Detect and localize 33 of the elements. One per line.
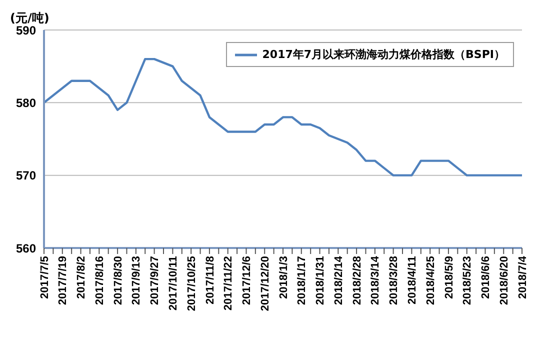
x-tick-label: 2017/11/22: [222, 256, 235, 310]
x-tick-label: 2017/8/2: [76, 256, 88, 299]
x-tick-label: 2017/12/20: [259, 256, 272, 312]
x-tick-label: 2017/11/8: [204, 256, 216, 304]
x-tick-label: 2018/6/20: [498, 256, 510, 305]
x-tick-label: 2017/9/27: [149, 256, 162, 305]
x-tick-label: 2018/2/28: [351, 256, 364, 305]
x-tick-label: 2018/6/6: [480, 256, 492, 299]
x-tick-label: 2017/12/6: [241, 256, 254, 305]
x-tick-label: 2018/3/28: [388, 256, 400, 305]
x-tick-label: 2017/7/5: [38, 256, 51, 299]
x-tick-label: 2017/8/16: [94, 256, 106, 305]
x-tick-label: 2018/3/14: [370, 255, 382, 305]
x-tick-label: 2017/10/25: [186, 256, 198, 312]
x-tick-label: 2017/8/30: [112, 256, 124, 305]
x-tick-label: 2018/1/17: [296, 256, 308, 305]
x-tick-label: 2017/10/11: [168, 256, 180, 310]
x-tick-label: 2018/1/31: [314, 256, 327, 305]
y-tick-label: 570: [16, 168, 36, 183]
legend-label: 2017年7月以来环渤海动力煤价格指数（BSPI）: [262, 47, 505, 62]
x-tick-label: 2018/4/11: [406, 256, 418, 304]
y-tick-label: 590: [16, 23, 36, 38]
x-tick-label: 2018/1/3: [278, 256, 290, 299]
y-tick-label: 580: [16, 96, 36, 110]
x-tick-label: 2017/7/19: [57, 256, 70, 305]
x-tick-label: 2018/5/23: [462, 256, 474, 305]
x-tick-label: 2018/7/4: [516, 255, 529, 299]
x-tick-label: 2018/2/14: [332, 255, 345, 305]
x-tick-label: 2018/4/25: [424, 256, 437, 305]
y-axis-title: (元/吨): [10, 10, 50, 26]
x-tick-label: 2018/5/9: [443, 256, 456, 299]
y-tick-label: 560: [16, 241, 36, 256]
x-tick-label: 2017/9/13: [130, 256, 143, 305]
